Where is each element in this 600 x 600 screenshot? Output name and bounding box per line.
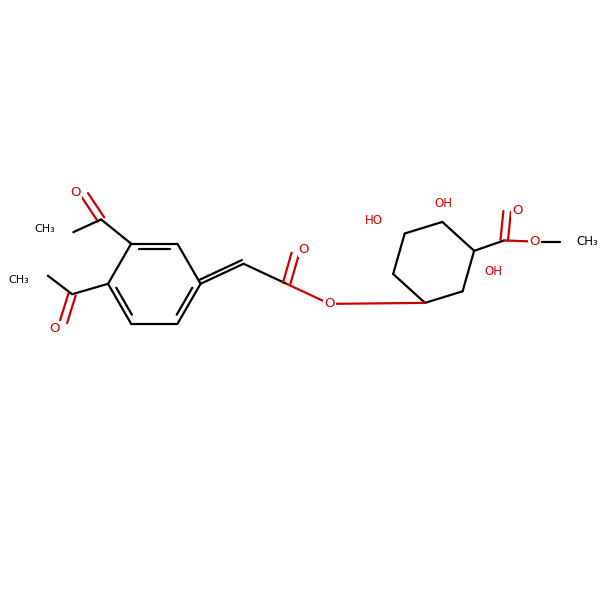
Text: CH₃: CH₃ (576, 235, 598, 248)
Text: OH: OH (485, 265, 503, 278)
Text: O: O (324, 298, 335, 310)
Text: O: O (70, 186, 81, 199)
Text: OH: OH (434, 197, 452, 210)
Text: CH₃: CH₃ (8, 275, 29, 286)
Text: O: O (512, 204, 523, 217)
Text: O: O (49, 322, 59, 335)
Text: O: O (529, 235, 539, 248)
Text: HO: HO (365, 214, 383, 227)
Text: CH₃: CH₃ (34, 224, 55, 234)
Text: O: O (299, 242, 309, 256)
